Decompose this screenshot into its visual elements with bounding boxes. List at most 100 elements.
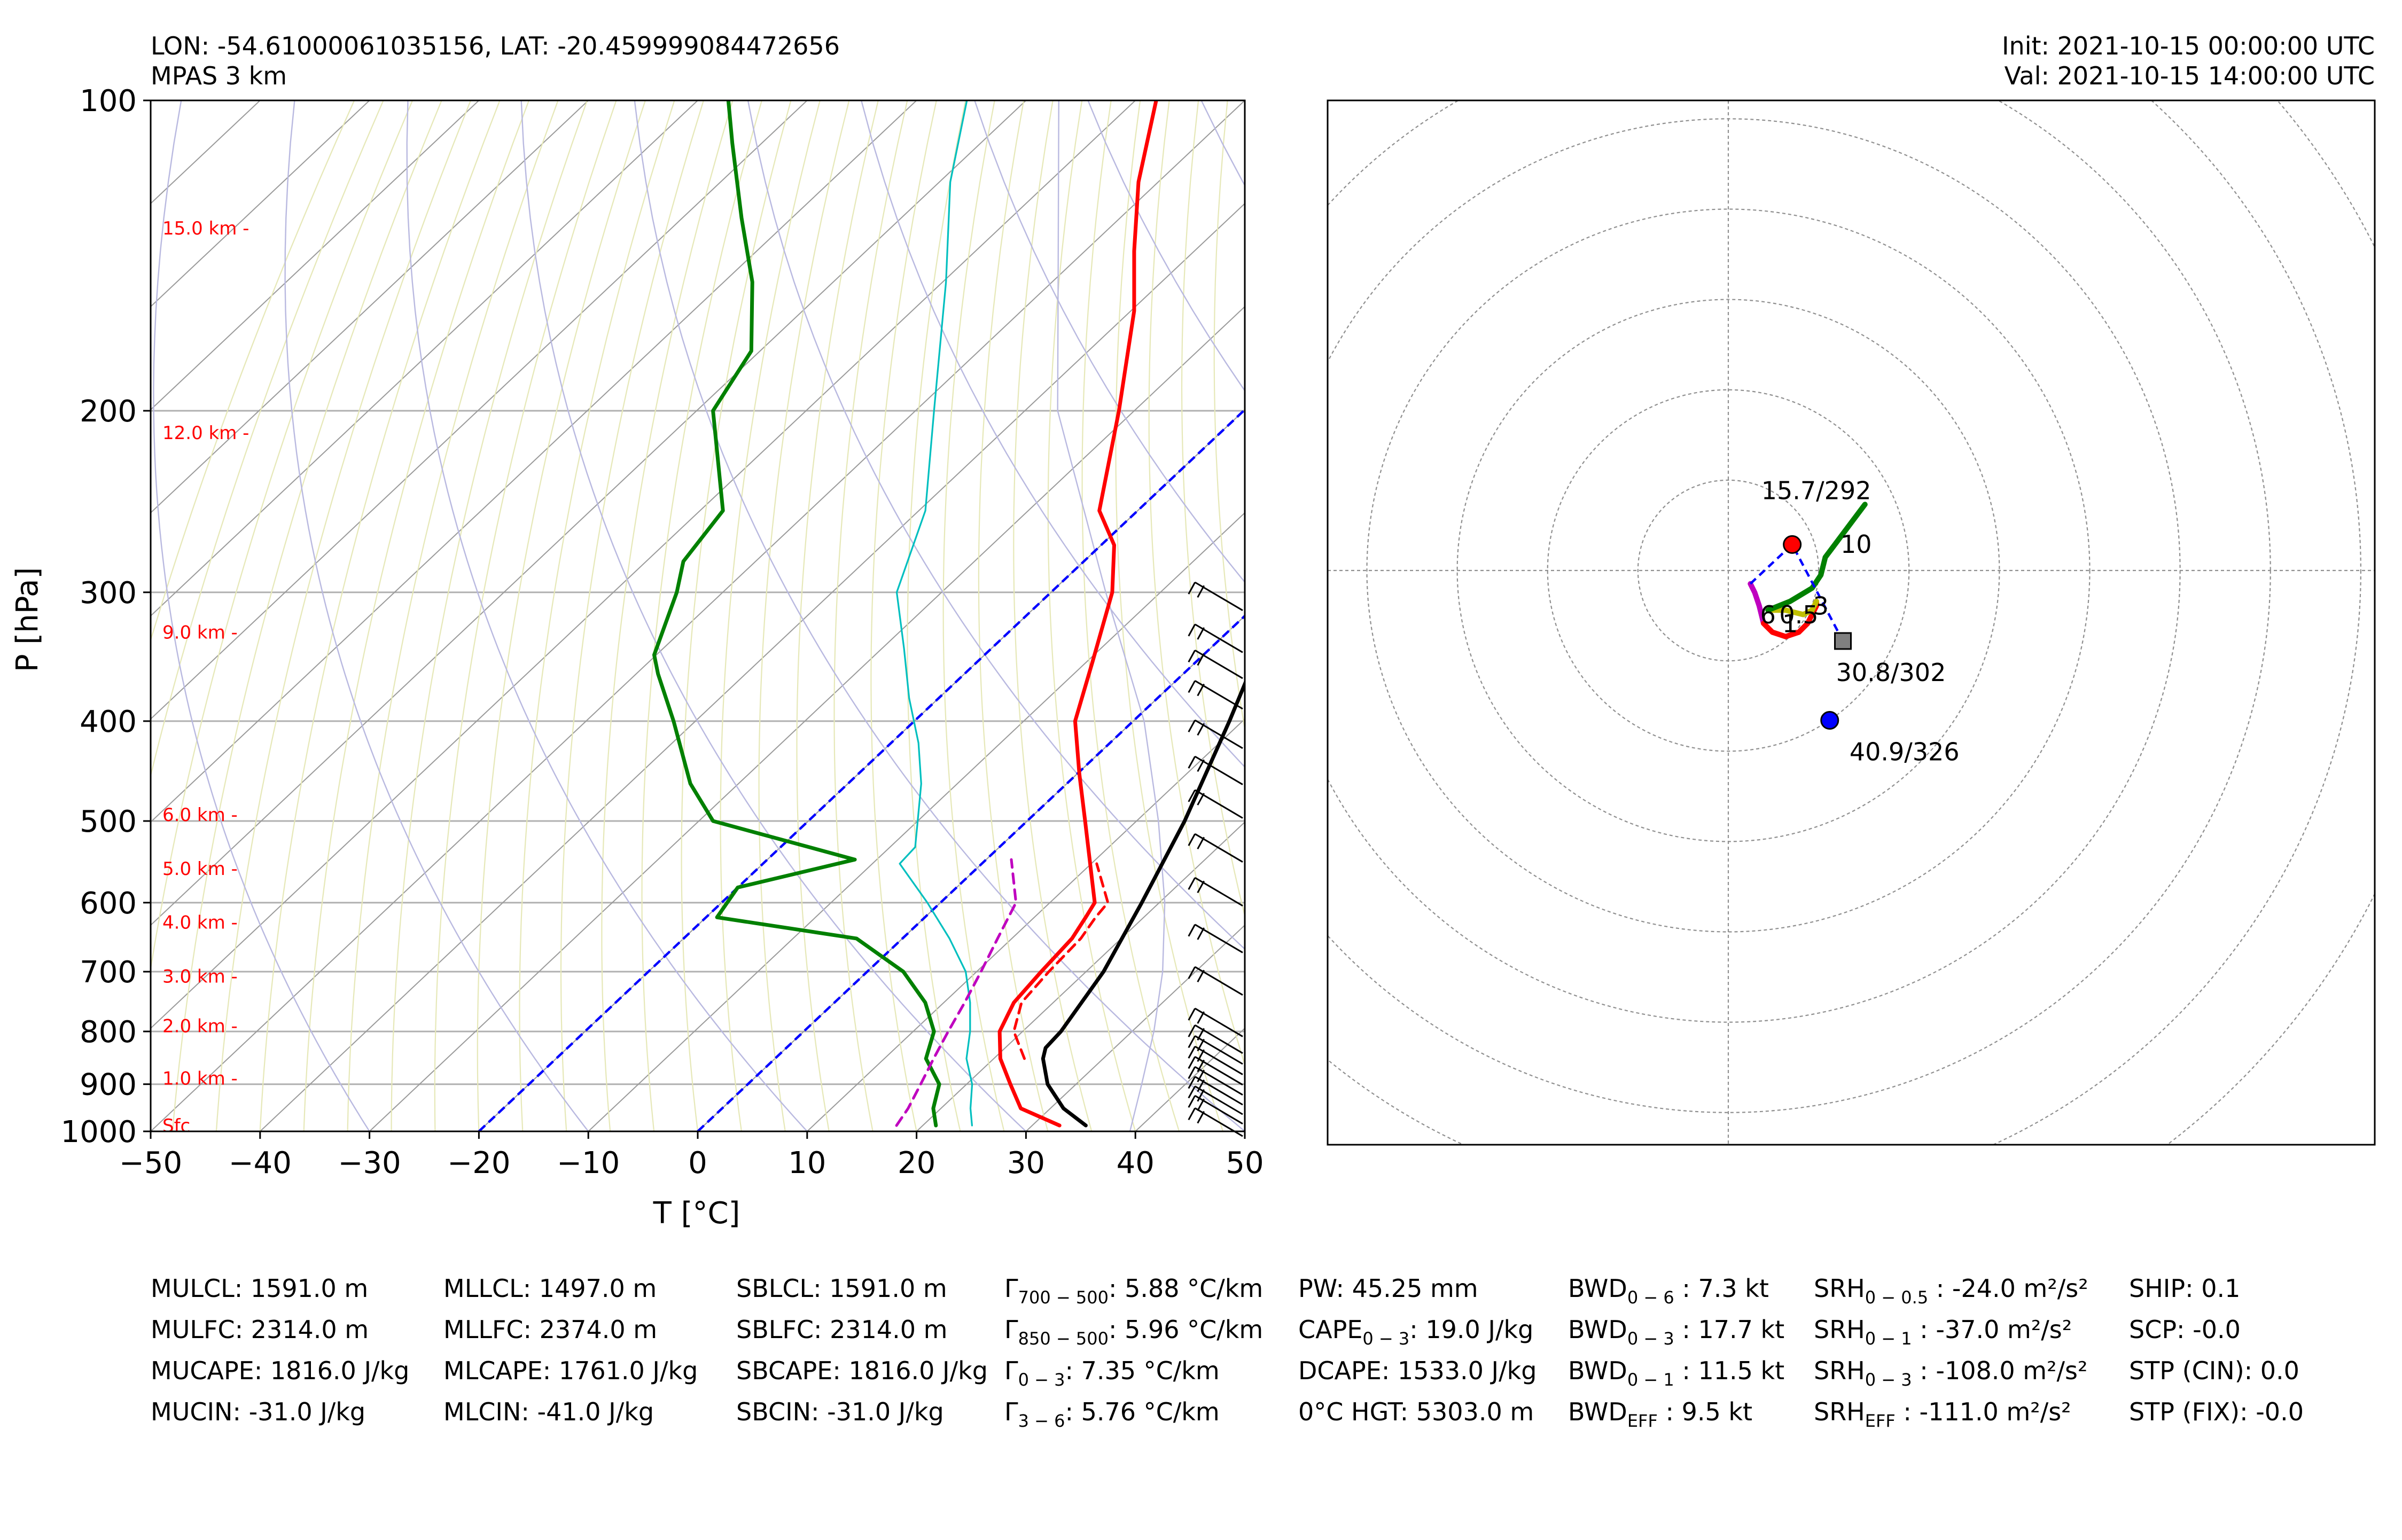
index-subscript: 0 − 6	[1627, 1287, 1674, 1308]
moist-adiabat	[171, 100, 442, 1131]
hodograph-background	[1328, 100, 2375, 1145]
index-symbol: SRH	[1814, 1397, 1865, 1426]
index-value: : -111.0 m²/s²	[1896, 1397, 2071, 1426]
wind-barb-flag	[1188, 650, 1196, 663]
moist-adiabat	[978, 100, 1049, 1131]
wind-barb-flag	[1188, 1025, 1196, 1037]
wind-barb-flag	[1197, 1011, 1205, 1024]
wind-barb-flag	[1188, 1085, 1196, 1099]
moist-adiabat	[215, 100, 472, 1131]
index-subscript: EFF	[1627, 1411, 1658, 1431]
isotherm-line	[151, 100, 371, 308]
hodo-marker-label: 30.8/302	[1836, 658, 1946, 687]
index-col1-3: MUCIN: -31.0 J/kg	[151, 1397, 365, 1426]
wind-barb	[1188, 623, 1243, 653]
model-title: MPAS 3 km	[151, 61, 287, 90]
isotherm--20c	[478, 408, 1245, 1131]
moist-adiabat	[1213, 100, 1245, 733]
wind-barb-flag	[1197, 585, 1205, 598]
y-tick-label: 400	[80, 705, 137, 739]
moist-adiabat	[641, 100, 762, 1131]
wind-barb	[1188, 1085, 1243, 1115]
profile-wet-bulb-temperature	[895, 100, 973, 1127]
index-col5-1: CAPE0 − 3: 19.0 J/kg	[1298, 1315, 1533, 1349]
height-label: 9.0 km -	[162, 622, 238, 644]
height-label: 1.0 km -	[162, 1068, 238, 1089]
init-time: Init: 2021-10-15 00:00:00 UTC	[2002, 32, 2375, 60]
wind-barb-flag	[1188, 1046, 1196, 1059]
profile-dewpoint	[652, 100, 941, 1128]
wind-barb-flag	[1197, 627, 1205, 640]
index-value: : -108.0 m²/s²	[1912, 1356, 2088, 1385]
wind-barb-flag	[1197, 793, 1205, 806]
index-col2-1: MLLFC: 2374.0 m	[443, 1315, 657, 1344]
index-col6-3: BWDEFF : 9.5 kt	[1568, 1397, 1752, 1431]
hodo-height-label: 3	[1813, 592, 1829, 621]
wind-barb-flag	[1197, 1089, 1205, 1102]
moist-adiabat	[151, 100, 414, 972]
profile-parcel-path	[1041, 679, 1245, 1128]
wind-barb-flag	[1197, 837, 1205, 850]
height-label: 6.0 km -	[162, 804, 238, 826]
isotherm-line	[806, 718, 1245, 1131]
index-col1-0: MULCL: 1591.0 m	[151, 1274, 368, 1303]
hodograph-grid	[1328, 100, 2375, 1145]
hodo-height-label: 0.5	[1779, 600, 1818, 629]
moist-adiabat	[519, 100, 675, 1131]
wind-barb	[1188, 877, 1243, 907]
moist-adiabat	[1148, 100, 1245, 1067]
moist-adiabat	[720, 100, 821, 1131]
index-col4-1: Γ850 − 500: 5.96 °C/km	[1004, 1315, 1263, 1349]
moist-adiabat	[1181, 100, 1245, 918]
index-col5-3: 0°C HGT: 5303.0 m	[1298, 1397, 1534, 1426]
skewt-panel: 15.0 km - 12.0 km - 9.0 km - 6.0 km - 5.0 km…	[10, 84, 1264, 1231]
wind-barb-flag	[1188, 582, 1196, 595]
wind-barb-flag	[1188, 624, 1196, 637]
y-tick-label: 700	[80, 955, 137, 990]
index-subscript: 0 − 1	[1627, 1370, 1674, 1390]
index-subscript: EFF	[1865, 1411, 1896, 1431]
index-symbol: 0°C HGT	[1298, 1397, 1403, 1426]
index-value: : 11.5 kt	[1674, 1356, 1784, 1385]
index-col6-1: BWD0 − 3 : 17.7 kt	[1568, 1315, 1784, 1349]
index-value: : 7.3 kt	[1674, 1274, 1769, 1303]
hodo-marker-label: 40.9/326	[1850, 738, 1960, 767]
index-value: : 5.88 °C/km	[1109, 1274, 1263, 1303]
wind-barb-flag	[1197, 653, 1205, 666]
index-value: : 19.0 J/kg	[1409, 1315, 1533, 1344]
wind-barb-flag	[1197, 970, 1205, 982]
index-col7-2: SRH0 − 3 : -108.0 m²/s²	[1814, 1356, 2087, 1390]
wind-barb-flag	[1188, 1095, 1196, 1108]
index-col6-2: BWD0 − 1 : 11.5 kt	[1568, 1356, 1784, 1390]
index-col8-0: SHIP: 0.1	[2129, 1274, 2240, 1303]
isotherm-line	[151, 100, 1245, 1131]
index-symbol: SRH	[1814, 1274, 1865, 1303]
height-labels: 15.0 km - 12.0 km - 9.0 km - 6.0 km - 5.0 km…	[162, 218, 249, 1137]
moist-adiabat	[477, 100, 646, 1131]
x-tick-label: 50	[1226, 1146, 1264, 1181]
height-label: 12.0 km -	[162, 423, 249, 444]
height-label: 4.0 km -	[162, 912, 238, 934]
hodo-height-label: 1	[1782, 609, 1798, 638]
wind-barb-flag	[1188, 1056, 1196, 1069]
wind-barb-flag	[1197, 1111, 1205, 1124]
index-col5-2: DCAPE: 1533.0 J/kg	[1298, 1356, 1537, 1385]
isotherm-line	[369, 306, 1245, 1131]
hodograph-labels: 6 0.513 10 15.7/292 30.8/302 40.9/326	[1760, 476, 1960, 766]
index-symbol: Γ	[1004, 1274, 1018, 1303]
index-col1-2: MUCAPE: 1816.0 J/kg	[151, 1356, 409, 1385]
index-col8-3: STP (FIX): -0.0	[2129, 1397, 2304, 1426]
location-title: LON: -54.61000061035156, LAT: -20.459999…	[151, 32, 840, 60]
wind-barb-flag	[1197, 880, 1205, 894]
moist-adiabat	[1115, 100, 1224, 1131]
index-col7-0: SRH0 − 0.5 : -24.0 m²/s²	[1814, 1274, 2088, 1308]
dry-adiabat	[284, 100, 589, 1131]
index-subscript: 700 − 500	[1018, 1287, 1109, 1308]
moist-adiabat	[151, 100, 355, 643]
hodo-range-ring	[1328, 100, 2271, 1113]
moist-adiabat	[942, 100, 1005, 1131]
index-subscript: 0 − 3	[1018, 1370, 1065, 1390]
index-subscript: 0 − 0.5	[1865, 1287, 1928, 1308]
isotherm-line	[151, 100, 918, 823]
index-subscript: 850 − 500	[1018, 1328, 1109, 1349]
